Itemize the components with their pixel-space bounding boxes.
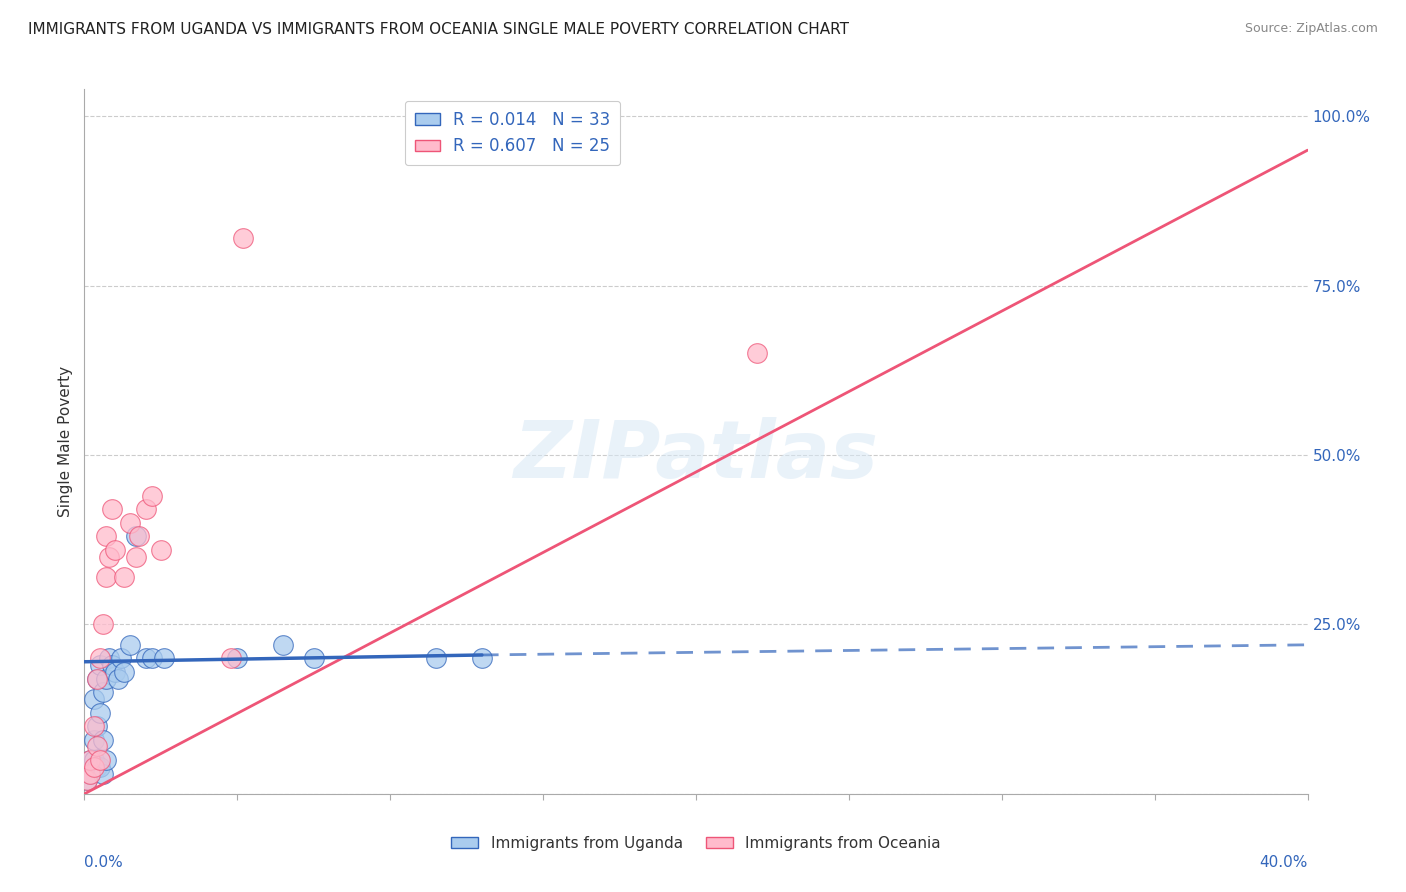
Point [94,672,117,686]
Point [302,651,325,665]
Point [86,739,108,754]
Point [271,638,294,652]
Point [110,651,132,665]
Point [135,502,157,516]
Point [141,489,163,503]
Y-axis label: Single Male Poverty: Single Male Poverty [58,366,73,517]
Point [79,766,101,780]
Point [94,570,117,584]
Point [89,658,111,673]
Point [83,732,105,747]
Text: 40.0%: 40.0% [1260,855,1308,870]
Point [128,529,150,543]
Point [425,651,447,665]
Point [91,685,114,699]
Point [153,651,176,665]
Legend: Immigrants from Uganda, Immigrants from Oceania: Immigrants from Uganda, Immigrants from … [444,830,948,856]
Point [83,760,105,774]
Point [86,719,108,733]
Point [747,346,769,360]
Point [104,543,127,558]
Point [101,658,124,673]
Point [76,773,98,788]
Point [107,672,129,686]
Point [91,617,114,632]
Point [97,549,120,564]
Point [83,692,105,706]
Point [141,651,163,665]
Point [89,706,111,720]
Point [219,651,242,665]
Point [149,543,172,558]
Text: IMMIGRANTS FROM UGANDA VS IMMIGRANTS FROM OCEANIA SINGLE MALE POVERTY CORRELATIO: IMMIGRANTS FROM UGANDA VS IMMIGRANTS FRO… [28,22,849,37]
Point [232,231,254,245]
Point [79,753,101,767]
Point [226,651,249,665]
Point [471,651,494,665]
Point [89,753,111,767]
Text: ZIPatlas: ZIPatlas [513,417,879,495]
Point [91,732,114,747]
Point [79,766,101,780]
Point [86,672,108,686]
Point [83,753,105,767]
Point [125,529,148,543]
Point [97,651,120,665]
Point [125,549,148,564]
Point [86,760,108,774]
Point [101,502,124,516]
Point [135,651,157,665]
Point [89,651,111,665]
Point [91,766,114,780]
Point [94,529,117,543]
Text: Source: ZipAtlas.com: Source: ZipAtlas.com [1244,22,1378,36]
Point [86,672,108,686]
Point [112,665,135,679]
Text: 0.0%: 0.0% [84,855,124,870]
Point [89,760,111,774]
Point [76,773,98,788]
Point [120,638,142,652]
Point [79,753,101,767]
Point [104,665,127,679]
Point [112,570,135,584]
Point [83,719,105,733]
Point [94,753,117,767]
Point [120,516,142,530]
